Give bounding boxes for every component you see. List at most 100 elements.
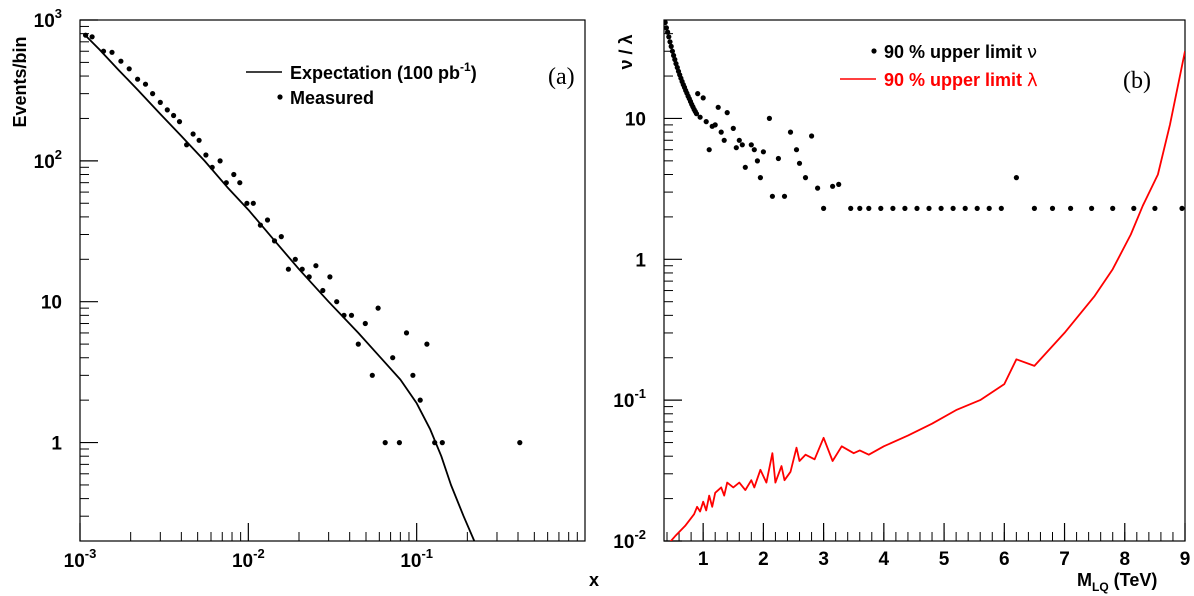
panel-b-y-tick-label: 10-1 bbox=[613, 386, 646, 412]
panel-a-series-2-point bbox=[217, 158, 223, 164]
panel-a-xlabel: x bbox=[589, 570, 599, 590]
panel-b-series-1-point bbox=[793, 147, 800, 153]
panel-a-series-2-point bbox=[348, 312, 355, 318]
legend-label-nu: 90 % upper limit ν bbox=[884, 42, 1037, 63]
panel-b-series-1-point bbox=[796, 160, 803, 166]
panel-a-series-2-point bbox=[517, 440, 523, 446]
panel-b-series-1-point bbox=[751, 147, 757, 153]
panel-a-events-vs-x: 1 10 102 103 10-3 10-2 10-1 Events/bin x Expec… bbox=[10, 6, 599, 590]
panel-a-series-2-point bbox=[89, 34, 95, 40]
panel-a-series bbox=[82, 32, 523, 541]
panel-b-series-1-point bbox=[775, 155, 782, 162]
panel-a-label: (a) bbox=[548, 64, 575, 90]
panel-b-series-1-point bbox=[673, 61, 679, 67]
panel-b-series-1-point bbox=[974, 205, 980, 211]
panel-b-series-1-point bbox=[703, 119, 709, 125]
panel-b-series-1-point bbox=[665, 29, 671, 35]
panel-b-series-group bbox=[664, 20, 1185, 541]
panel-b-series-1-point bbox=[766, 115, 773, 121]
panel-b-x-tick-label: 9 bbox=[1180, 549, 1191, 570]
panel-b-series-1-point bbox=[693, 111, 700, 117]
panel-a-legend: Expectation (100 pb-1) Measured bbox=[246, 60, 477, 108]
panel-b-series-1-point bbox=[715, 104, 721, 110]
panel-a-series-2-point bbox=[306, 274, 312, 280]
panel-a-y-tick-label: 10 bbox=[41, 293, 62, 314]
panel-a-series-2-point bbox=[126, 66, 132, 72]
panel-b-y-tick-label: 1 bbox=[635, 250, 646, 271]
panel-b-x-tick-label: 1 bbox=[698, 549, 709, 570]
panel-b-series-1-point bbox=[736, 137, 742, 143]
panel-a-series-2-point bbox=[417, 397, 423, 403]
panel-a-series-2-point bbox=[285, 266, 291, 272]
panel-a-series-2-point bbox=[190, 131, 196, 137]
panel-b-series-1-point bbox=[697, 114, 703, 120]
panel-b-series-1-point bbox=[718, 129, 724, 135]
panel-b-series-1-point bbox=[781, 193, 788, 199]
panel-a-series-2-point bbox=[382, 440, 388, 446]
panel-b-series-1-point bbox=[866, 205, 872, 211]
panel-a-series-2-point bbox=[231, 171, 237, 178]
panel-a-series-2-point bbox=[439, 440, 445, 446]
panel-b-series-1-point bbox=[1179, 205, 1185, 211]
panel-a-series-2-point bbox=[209, 164, 215, 170]
panel-b-series-1-point bbox=[760, 149, 767, 155]
panel-a-series-2-point bbox=[135, 76, 141, 82]
panel-b-series-1-point bbox=[664, 20, 668, 26]
panel-b-x-tick-label: 6 bbox=[999, 549, 1010, 570]
panel-b-x-tick-label: 2 bbox=[758, 549, 769, 570]
legend-label-measured: Measured bbox=[290, 88, 374, 108]
panel-b-series-1-point bbox=[754, 158, 761, 164]
panel-a-series-2-point bbox=[390, 355, 396, 361]
legend-dot-nu bbox=[871, 48, 877, 54]
panel-a-plot-frame bbox=[79, 19, 586, 542]
legend-dot-measured bbox=[277, 94, 283, 100]
panel-a-series-2-point bbox=[157, 99, 163, 105]
panel-b-series-1-point bbox=[950, 205, 956, 211]
panel-b-series-1-point bbox=[998, 205, 1004, 211]
panel-b-tick-labels: 10-2 10-1 1 10 1 2 3 4 5 6 7 8 9 bbox=[613, 109, 1190, 570]
panel-a-x-tick-label: 10-1 bbox=[400, 546, 433, 572]
panel-b-series-1-point bbox=[962, 205, 968, 211]
panel-b-series-1-point bbox=[1068, 205, 1074, 211]
panel-b-x-tick-label: 5 bbox=[939, 549, 950, 570]
panel-b-series-1-point bbox=[668, 43, 674, 50]
panel-a-series-2-point bbox=[109, 49, 115, 55]
panel-a-series-2-point bbox=[171, 112, 177, 119]
panel-a-series-1-line bbox=[82, 32, 476, 541]
panel-b-series-1-point bbox=[926, 205, 932, 211]
panel-a-series-2-point bbox=[320, 287, 326, 294]
panel-b-series-1-point bbox=[1013, 175, 1020, 181]
panel-a-series-2-point bbox=[118, 58, 124, 64]
panel-b-series-1-point bbox=[836, 181, 842, 187]
panel-a-series-2-point bbox=[176, 119, 183, 125]
panel-a-series-2-point bbox=[362, 320, 368, 327]
panel-b-series-1-point bbox=[748, 142, 754, 148]
panel-b-series-1-point bbox=[672, 56, 678, 63]
panel-b-series-1-point bbox=[695, 91, 701, 97]
panel-a-series-2-point bbox=[257, 222, 263, 228]
panel-a-series-2-point bbox=[142, 81, 149, 87]
panel-b-series-1-point bbox=[1131, 205, 1137, 211]
panel-b-series bbox=[664, 20, 1185, 541]
panel-a-ylabel: Events/bin bbox=[10, 36, 30, 127]
panel-a-series-2-point bbox=[327, 274, 333, 280]
panel-a-y-tick-label: 102 bbox=[34, 147, 62, 173]
panel-b-limits-vs-mass: 10-2 10-1 1 10 1 2 3 4 5 6 7 8 9 ν / λ MLQ (TeV) 90 … bbox=[613, 19, 1190, 594]
panel-b-x-tick-label: 3 bbox=[818, 549, 829, 570]
panel-a-series-2-point bbox=[355, 341, 361, 347]
panel-b-ylabel: ν / λ bbox=[616, 34, 636, 69]
panel-b-series-1-point bbox=[757, 175, 764, 181]
panel-a-series-2-point bbox=[244, 200, 250, 206]
panel-b-series-1-point bbox=[857, 205, 863, 211]
panel-a-ticks bbox=[79, 19, 578, 541]
panel-b-series-1-point bbox=[878, 205, 884, 211]
panel-b-series-1-point bbox=[902, 205, 908, 211]
panel-b-series-1-point bbox=[730, 125, 736, 131]
panel-b-series-1-point bbox=[671, 52, 677, 59]
panel-a-series-2-point bbox=[164, 107, 170, 113]
panel-a-tick-labels: 1 10 102 103 10-3 10-2 10-1 bbox=[34, 6, 433, 572]
panel-b-series-1-point bbox=[1110, 205, 1116, 211]
panel-b-series-1-point bbox=[1049, 205, 1056, 211]
legend-label-expectation: Expectation (100 pb-1) bbox=[290, 60, 477, 83]
